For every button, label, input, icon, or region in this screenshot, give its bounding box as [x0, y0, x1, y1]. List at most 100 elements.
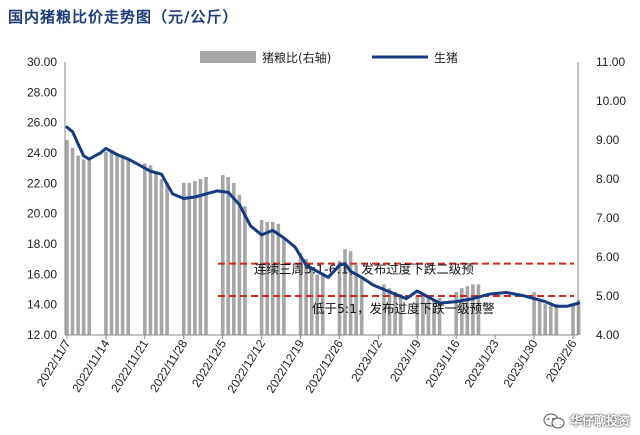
ratio-bar — [120, 157, 125, 335]
ratio-bar — [432, 299, 436, 335]
left-tick-label: 18.00 — [27, 237, 57, 251]
ratio-bar — [532, 292, 536, 335]
ratio-bars — [65, 140, 581, 335]
ratio-bar — [426, 297, 431, 335]
ratio-bar — [70, 147, 75, 335]
left-tick-label: 28.00 — [27, 85, 57, 99]
ratio-bar — [465, 286, 470, 335]
left-tick-label: 20.00 — [27, 207, 57, 221]
left-tick-label: 12.00 — [27, 328, 57, 342]
right-tick-label: 11.00 — [596, 55, 625, 69]
ratio-bar — [220, 175, 225, 335]
x-tick-label: 2022/12/26 — [302, 337, 346, 396]
ratio-bar — [421, 296, 425, 335]
watermark: 华仔聊投资 — [543, 412, 630, 429]
ratio-bar — [148, 165, 153, 335]
legend-bar-label: 猪粮比(右轴) — [262, 50, 331, 65]
ratio-bar — [104, 151, 108, 335]
watermark-text: 华仔聊投资 — [569, 414, 630, 428]
x-tick-label: 2023/2/6 — [543, 337, 580, 384]
legend-bar-swatch — [200, 51, 256, 63]
ratio-bar — [282, 237, 286, 335]
x-tick-label: 2023/1/16 — [423, 337, 463, 390]
ratio-bar — [259, 219, 264, 335]
ratio-bar — [393, 292, 397, 335]
ratio-bar — [154, 171, 158, 335]
ratio-bar — [181, 182, 186, 335]
ratio-bar — [554, 303, 559, 335]
ratio-bar — [237, 194, 242, 335]
wechat-icon — [543, 413, 565, 428]
x-tick-label: 2022/11/7 — [34, 337, 74, 389]
x-tick-label: 2023/1/2 — [348, 337, 385, 384]
ratio-bar — [298, 253, 303, 335]
ratio-bar — [359, 278, 364, 335]
ratio-bar — [165, 182, 169, 335]
left-tick-label: 14.00 — [27, 298, 57, 312]
ratio-bar — [87, 157, 92, 335]
x-tick-label: 2022/11/28 — [147, 337, 190, 395]
ratio-bar — [187, 182, 192, 335]
ratio-bar — [204, 177, 208, 335]
chart-title: 国内猪粮比价走势图（元/公斤） — [8, 8, 239, 26]
ratio-bar — [476, 284, 481, 335]
x-tick-label: 2022/12/12 — [224, 337, 268, 396]
ratio-bar — [398, 294, 403, 335]
x-tick-label: 2022/12/5 — [189, 337, 229, 390]
ratio-bar — [265, 221, 269, 335]
ratio-bar — [576, 299, 581, 335]
right-tick-label: 7.00 — [596, 211, 620, 225]
hog-price-line — [65, 125, 581, 308]
x-tick-label: 2022/11/14 — [69, 337, 112, 395]
ratio-bar — [309, 268, 314, 335]
x-tick-label: 2022/11/21 — [108, 337, 151, 395]
legend: 猪粮比(右轴) 生猪 — [200, 50, 458, 65]
left-tick-label: 22.00 — [27, 176, 57, 190]
left-tick-label: 26.00 — [27, 116, 57, 130]
hog-price-series-line — [65, 125, 581, 308]
ratio-bar — [382, 284, 386, 335]
left-tick-label: 30.00 — [27, 55, 57, 69]
ratio-bar — [65, 140, 69, 335]
right-tick-label: 5.00 — [596, 289, 620, 303]
x-tick-label: 2023/1/30 — [500, 337, 540, 390]
right-tick-label: 4.00 — [596, 328, 620, 342]
threshold-label: 连续三周5:1-6:1，发布过度下跌二级预 — [254, 262, 474, 277]
legend-line-label: 生猪 — [434, 51, 458, 65]
ratio-bar — [454, 292, 459, 335]
right-tick-label: 10.00 — [596, 94, 626, 108]
x-tick-label: 2023/1/23 — [462, 337, 502, 390]
ratio-bar — [387, 288, 392, 335]
ratio-bar — [571, 303, 575, 335]
x-tick-label: 2023/1/9 — [387, 337, 424, 384]
ratio-bar — [81, 159, 86, 335]
ratio-bar — [320, 272, 325, 335]
ratio-bar — [115, 155, 119, 335]
ratio-bar — [226, 177, 231, 335]
ratio-bar — [437, 297, 442, 335]
threshold-label: 低于5:1，发布过度下跌一级预警 — [312, 301, 495, 316]
ratio-bar — [471, 284, 475, 335]
right-tick-label: 8.00 — [596, 172, 620, 186]
ratio-bar — [76, 155, 80, 335]
ratio-bar — [343, 249, 347, 335]
x-tick-label: 2022/12/19 — [263, 337, 307, 396]
ratio-bar — [276, 223, 281, 335]
left-tick-label: 24.00 — [27, 146, 57, 160]
right-tick-label: 6.00 — [596, 250, 620, 264]
ratio-bar — [548, 305, 553, 335]
ratio-bar — [193, 180, 197, 335]
ratio-bar — [270, 221, 275, 335]
right-tick-label: 9.00 — [596, 133, 620, 147]
ratio-bar — [159, 179, 164, 335]
ratio-bar — [348, 251, 353, 335]
ratio-bar — [459, 288, 464, 335]
ratio-bar — [537, 299, 542, 335]
left-tick-label: 16.00 — [27, 267, 57, 281]
ratio-bar — [354, 264, 358, 335]
ratio-bar — [315, 274, 320, 335]
ratio-bar — [126, 159, 130, 335]
ratio-bar — [243, 206, 247, 335]
ratio-bar — [232, 182, 236, 335]
